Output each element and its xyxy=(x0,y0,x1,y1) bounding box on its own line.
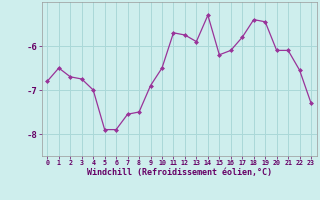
X-axis label: Windchill (Refroidissement éolien,°C): Windchill (Refroidissement éolien,°C) xyxy=(87,168,272,177)
